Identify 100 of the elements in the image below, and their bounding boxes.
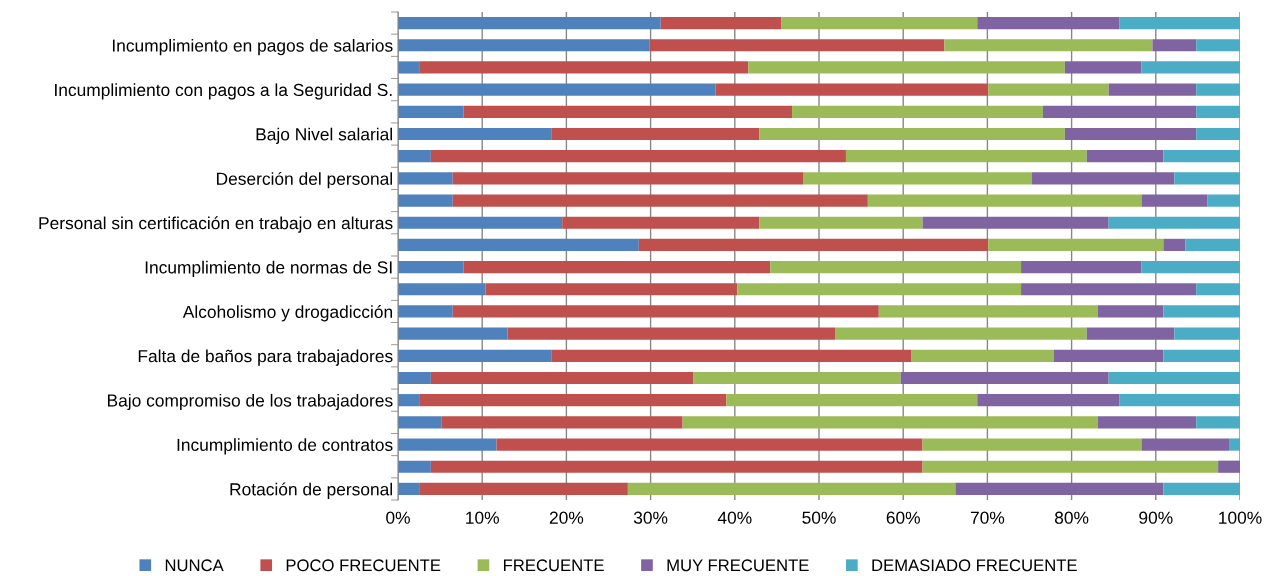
bar bbox=[1141, 194, 1208, 207]
bar bbox=[1064, 61, 1142, 74]
bar bbox=[398, 327, 508, 340]
bar bbox=[1108, 83, 1197, 96]
bar bbox=[1229, 438, 1240, 451]
x-tick-label: 10% bbox=[466, 511, 499, 524]
bar bbox=[441, 416, 683, 429]
bar bbox=[430, 460, 923, 473]
y-tick-label: Incumplimiento en pagos de salarios bbox=[112, 38, 393, 56]
y-tick-label: Incumplimiento de contratos bbox=[177, 438, 393, 455]
bar bbox=[398, 172, 453, 185]
bar bbox=[1174, 172, 1240, 185]
y-tick-label: Deserción del personal bbox=[217, 171, 392, 189]
bar bbox=[398, 371, 431, 385]
bar bbox=[715, 83, 989, 96]
bar bbox=[1086, 327, 1175, 340]
bar bbox=[1119, 16, 1240, 30]
bar bbox=[988, 238, 1164, 252]
bar bbox=[1163, 238, 1186, 252]
y-tick-label: Falta de baños para trabajadores bbox=[138, 349, 393, 366]
bar bbox=[419, 61, 749, 74]
y-tick-label: Bajo Nivel salarial bbox=[256, 127, 392, 144]
bar bbox=[1097, 305, 1164, 318]
bar bbox=[452, 194, 868, 207]
bar bbox=[977, 16, 1120, 30]
y-tick-label: Bajo compromiso de los trabajadores bbox=[107, 393, 393, 411]
bar bbox=[398, 460, 431, 473]
bar bbox=[1152, 39, 1197, 52]
x-tick-label: 0% bbox=[386, 511, 410, 524]
bar bbox=[1108, 371, 1240, 385]
bar bbox=[770, 260, 1022, 274]
y-tick-label: Incumplimiento de normas de SI bbox=[145, 260, 392, 277]
bar bbox=[1108, 216, 1240, 229]
bar bbox=[803, 172, 1033, 185]
bar bbox=[748, 61, 1065, 74]
bar bbox=[759, 127, 1065, 141]
y-tick-label: Rotación de personal bbox=[230, 482, 392, 499]
bar bbox=[398, 394, 420, 407]
bar bbox=[398, 16, 661, 30]
bar bbox=[1097, 416, 1197, 429]
bar bbox=[1119, 394, 1240, 407]
bar bbox=[1196, 416, 1240, 429]
bar bbox=[693, 371, 901, 385]
bar bbox=[759, 216, 923, 229]
bar bbox=[649, 39, 945, 52]
bar bbox=[463, 105, 793, 118]
bar bbox=[496, 438, 923, 451]
bar bbox=[726, 394, 978, 407]
bar bbox=[1141, 61, 1240, 74]
bar bbox=[660, 16, 782, 30]
x-tick-label: 100% bbox=[1219, 511, 1262, 524]
bar bbox=[419, 482, 628, 496]
bar bbox=[1163, 482, 1240, 496]
bar bbox=[1174, 327, 1240, 340]
y-tick-label: Incumplimiento con pagos a la Seguridad S. bbox=[55, 83, 392, 100]
bar bbox=[398, 260, 464, 274]
bar bbox=[398, 216, 563, 229]
bar bbox=[398, 238, 639, 252]
bar bbox=[1053, 349, 1164, 362]
bar bbox=[1196, 283, 1240, 296]
bar bbox=[398, 39, 650, 52]
bar bbox=[682, 416, 1098, 429]
bar bbox=[419, 394, 727, 407]
bar bbox=[1163, 150, 1240, 163]
legend-label: POCO FRECUENTE bbox=[286, 559, 441, 572]
bar bbox=[1163, 305, 1240, 318]
bar bbox=[1064, 127, 1197, 141]
bar bbox=[1021, 260, 1142, 274]
bar bbox=[1185, 238, 1240, 252]
x-tick-label: 50% bbox=[802, 511, 836, 524]
x-tick-label: 90% bbox=[1139, 511, 1173, 524]
bar bbox=[845, 150, 1087, 163]
bar bbox=[878, 305, 1098, 318]
y-tick-label: Alcoholismo y drogadicción bbox=[182, 305, 393, 322]
bar bbox=[867, 194, 1142, 207]
bar bbox=[452, 172, 803, 185]
bar bbox=[398, 150, 431, 163]
bar bbox=[398, 83, 716, 96]
legend-label: FRECUENTE bbox=[503, 559, 604, 572]
bar bbox=[1196, 127, 1240, 141]
bar bbox=[988, 83, 1109, 96]
bar bbox=[737, 283, 1022, 296]
bar bbox=[430, 371, 694, 385]
legend-label: NUNCA bbox=[165, 559, 224, 572]
bar bbox=[922, 460, 1219, 473]
bar bbox=[562, 216, 760, 229]
bar bbox=[1196, 39, 1240, 52]
bar bbox=[955, 482, 1164, 496]
bar bbox=[1163, 349, 1240, 362]
bar bbox=[430, 150, 846, 163]
x-tick-label: 70% bbox=[970, 511, 1005, 524]
x-tick-label: 30% bbox=[633, 511, 668, 524]
bar bbox=[1021, 283, 1197, 296]
bar bbox=[792, 105, 1043, 118]
y-tick-label: Personal sin certificación en trabajo en alturas bbox=[39, 216, 393, 233]
bar bbox=[922, 438, 1142, 451]
bar bbox=[911, 349, 1054, 362]
bar bbox=[398, 482, 420, 496]
bar bbox=[1218, 460, 1240, 473]
bar bbox=[398, 127, 552, 141]
